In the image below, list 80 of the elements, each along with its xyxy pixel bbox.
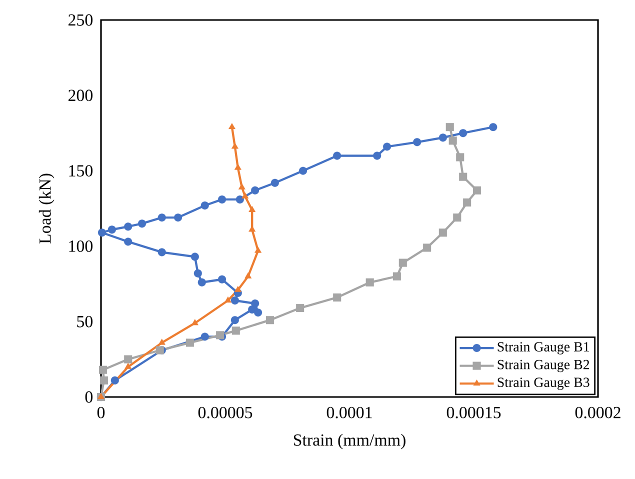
- y-tick-label: 100: [69, 240, 93, 252]
- point: [200, 201, 209, 210]
- point: [190, 252, 199, 261]
- point: [446, 123, 454, 132]
- point: [398, 258, 407, 267]
- legend-label: Strain Gauge B3: [498, 378, 590, 390]
- point: [244, 272, 252, 278]
- point: [158, 338, 166, 345]
- point: [124, 222, 132, 231]
- point: [124, 362, 132, 369]
- point: [231, 142, 238, 149]
- point: [230, 316, 239, 324]
- point: [456, 153, 464, 162]
- point: [236, 195, 244, 204]
- x-tick-label: 0.0001: [326, 406, 372, 418]
- x-axis-title: Strain (mm/mm): [294, 434, 406, 450]
- point: [124, 238, 132, 246]
- point: [333, 293, 342, 302]
- point: [186, 338, 194, 347]
- point: [448, 136, 457, 145]
- point: [218, 275, 226, 284]
- legend-label: Strain Gauge B1: [498, 342, 589, 354]
- point: [248, 206, 256, 212]
- point: [422, 244, 432, 252]
- point: [296, 304, 304, 312]
- point: [238, 183, 246, 190]
- point: [174, 214, 182, 222]
- point: [234, 286, 242, 292]
- point: [392, 272, 402, 280]
- y-axis-title: Load (kN): [38, 174, 54, 244]
- x-tick-label: 0: [97, 406, 105, 418]
- point: [459, 172, 468, 181]
- point: [254, 246, 262, 253]
- point: [124, 355, 132, 364]
- point: [198, 278, 206, 286]
- point: [191, 319, 198, 326]
- point: [373, 152, 382, 160]
- point: [108, 226, 116, 234]
- point: [270, 178, 279, 187]
- point: [228, 123, 236, 130]
- x-tick-label: 0.00005: [198, 406, 252, 418]
- point: [453, 214, 462, 222]
- point: [251, 299, 260, 308]
- point: [459, 129, 468, 138]
- point: [230, 296, 239, 305]
- point: [251, 186, 260, 194]
- point: [266, 316, 274, 324]
- point: [472, 186, 482, 194]
- point: [218, 195, 226, 204]
- point: [413, 138, 422, 146]
- point: [158, 214, 166, 222]
- point: [200, 332, 209, 341]
- point: [234, 164, 242, 170]
- point: [489, 123, 498, 132]
- point: [438, 134, 447, 142]
- point: [298, 166, 308, 175]
- point: [254, 308, 262, 317]
- point: [366, 278, 374, 286]
- x-tick-label: 0.0002: [575, 406, 620, 418]
- point: [100, 376, 108, 384]
- y-tick-label: 250: [68, 14, 93, 26]
- point: [138, 220, 146, 228]
- point: [110, 376, 119, 384]
- x-tick-label: 0.00015: [446, 406, 501, 418]
- point: [224, 296, 232, 303]
- y-tick-label: 150: [69, 165, 93, 177]
- point: [242, 192, 249, 198]
- point: [333, 152, 342, 160]
- y-tick-label: 0: [85, 391, 93, 403]
- y-tick-label: 50: [77, 316, 93, 328]
- point: [194, 269, 202, 278]
- point: [232, 326, 240, 335]
- point: [98, 228, 106, 237]
- y-tick-label: 200: [68, 90, 93, 102]
- point: [463, 198, 472, 207]
- point: [382, 142, 392, 151]
- point: [158, 248, 166, 256]
- point: [98, 366, 108, 374]
- legend-label: Strain Gauge B2: [498, 360, 590, 372]
- point: [438, 228, 447, 237]
